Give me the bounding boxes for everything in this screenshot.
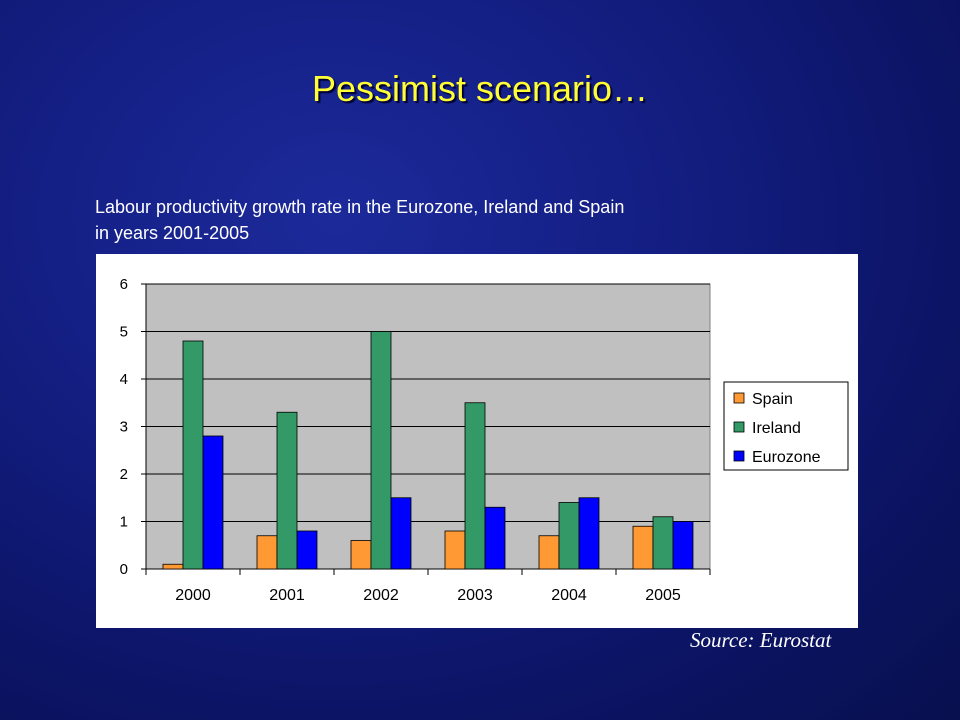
y-tick-label: 3 [120,419,128,436]
source-note: Source: Eurostat [690,628,832,652]
bar-spain-2002 [350,540,372,570]
x-tick-label: 2000 [175,587,211,604]
bar-eurozone-2001 [296,530,318,570]
y-tick-label: 0 [120,561,128,578]
bar-eurozone-2002 [390,497,412,570]
bar-eurozone-2003 [484,506,506,570]
bar-ireland-2004 [558,502,580,570]
y-tick-label: 2 [120,466,128,483]
legend [723,381,849,471]
bar-ireland-2002 [370,331,392,570]
bar-ireland-2005 [652,516,674,570]
x-tick-label: 2004 [551,587,587,604]
bar-spain-2003 [444,530,466,570]
chart-container: 0 1 2 3 4 5 6 2000 2001 2002 2003 2004 2005 Spain Irel… [96,254,858,628]
legend-label-spain: Spain [752,391,793,408]
x-tick-label: 2002 [363,587,399,604]
y-tick-label: 1 [120,514,128,531]
bar-ireland-2001 [276,411,298,570]
legend-swatch-ireland [733,421,745,433]
bar-chart: 0 1 2 3 4 5 6 2000 2001 2002 2003 2004 2005 Spain Irel… [120,276,849,604]
legend-label-ireland: Ireland [752,420,801,437]
bar-spain-2004 [538,535,560,570]
x-tick-label: 2003 [457,587,493,604]
y-tick-label: 6 [120,276,128,293]
bar-spain-2005 [632,525,654,570]
slide-title: Pessimist scenario… [311,68,649,109]
bar-spain-2001 [256,535,278,570]
legend-swatch-eurozone [733,450,745,462]
legend-label-eurozone: Eurozone [752,449,821,466]
x-tick-label: 2001 [269,587,305,604]
bar-eurozone-2004 [578,497,600,570]
bar-eurozone-2005 [672,521,694,570]
bar-ireland-2000 [182,340,204,570]
y-tick-label: 4 [120,371,128,388]
legend-swatch-spain [733,392,745,404]
chart-subtitle: Labour productivity growth rate in the E… [95,194,815,246]
y-tick-label: 5 [120,324,128,341]
x-tick-label: 2005 [645,587,681,604]
bar-spain-2000 [162,563,184,570]
bar-ireland-2003 [464,402,486,570]
subtitle-line-1: Labour productivity growth rate in the E… [95,197,625,217]
subtitle-line-2: in years 2001-2005 [95,223,250,243]
bar-eurozone-2000 [202,435,224,570]
